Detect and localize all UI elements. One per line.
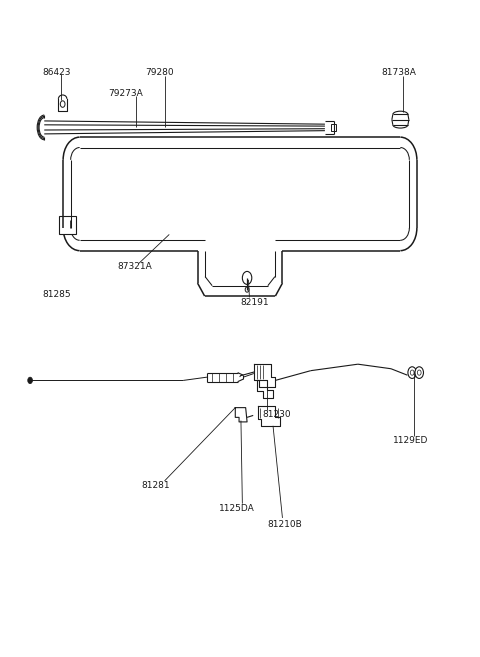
Text: 82191: 82191	[240, 298, 269, 307]
Circle shape	[245, 287, 249, 292]
Polygon shape	[254, 364, 276, 387]
Circle shape	[415, 367, 423, 378]
Polygon shape	[235, 407, 247, 422]
Text: 81738A: 81738A	[382, 68, 416, 77]
Text: 87321A: 87321A	[118, 262, 152, 271]
Text: 81210B: 81210B	[267, 520, 302, 529]
Text: 81281: 81281	[141, 481, 169, 490]
Circle shape	[410, 370, 414, 375]
Bar	[60, 215, 76, 234]
Polygon shape	[258, 406, 280, 426]
Circle shape	[408, 367, 417, 378]
Text: 81285: 81285	[42, 290, 71, 299]
Text: 86423: 86423	[42, 68, 71, 77]
Circle shape	[242, 271, 252, 284]
Bar	[331, 124, 336, 131]
Text: 1129ED: 1129ED	[393, 436, 429, 445]
Text: 79280: 79280	[145, 68, 174, 77]
Text: 1125DA: 1125DA	[219, 505, 254, 513]
Circle shape	[28, 377, 33, 384]
Circle shape	[417, 370, 421, 375]
Text: 81230: 81230	[263, 409, 291, 419]
Text: 79273A: 79273A	[108, 89, 143, 98]
Polygon shape	[256, 380, 273, 398]
